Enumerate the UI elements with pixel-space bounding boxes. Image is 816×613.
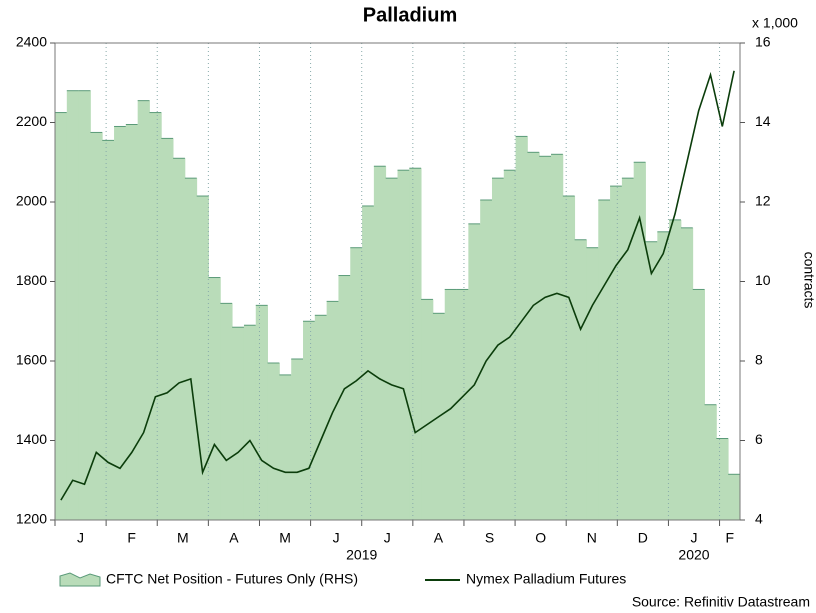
area-step bbox=[208, 277, 221, 520]
area-step bbox=[173, 158, 186, 520]
legend-swatch bbox=[59, 572, 101, 587]
area-step bbox=[680, 227, 694, 520]
y-tick-label: 2000 bbox=[16, 193, 47, 209]
area-step bbox=[362, 205, 375, 520]
x-tick-label: J bbox=[333, 530, 340, 546]
legend-label: CFTC Net Position - Futures Only (RHS) bbox=[106, 571, 358, 587]
y-tick-label: 2400 bbox=[16, 34, 47, 50]
area-step bbox=[350, 247, 363, 520]
x-tick-label: F bbox=[725, 530, 734, 546]
y-tick-label: 1400 bbox=[16, 431, 47, 447]
area-step bbox=[633, 162, 646, 520]
area-step bbox=[279, 374, 292, 520]
area-step bbox=[66, 90, 80, 520]
area-step bbox=[728, 474, 741, 520]
area-step bbox=[491, 178, 505, 520]
area-step bbox=[267, 362, 280, 520]
area-step bbox=[645, 241, 658, 520]
y2-tick-label: 8 bbox=[755, 352, 763, 368]
y-tick-label: 1800 bbox=[16, 272, 47, 288]
area-step bbox=[692, 289, 705, 520]
x-tick-label: M bbox=[279, 530, 291, 546]
area-step bbox=[444, 289, 457, 520]
area-step bbox=[243, 325, 257, 520]
area-step bbox=[385, 178, 398, 520]
x-tick-label: O bbox=[535, 530, 546, 546]
area-step bbox=[527, 152, 540, 520]
x-tick-label: J bbox=[690, 530, 697, 546]
x-tick-label: J bbox=[384, 530, 391, 546]
area-step bbox=[503, 170, 517, 520]
y2-axis-label: contracts bbox=[801, 252, 816, 309]
area-step bbox=[161, 138, 174, 520]
y2-tick-label: 12 bbox=[755, 193, 771, 209]
area-step bbox=[102, 140, 115, 520]
area-step bbox=[314, 315, 328, 520]
x-tick-label: S bbox=[485, 530, 494, 546]
x-tick-label: M bbox=[177, 530, 189, 546]
x-group-label: 2020 bbox=[678, 547, 709, 563]
area-step bbox=[610, 186, 623, 520]
area-step bbox=[373, 166, 387, 520]
y-tick-label: 1600 bbox=[16, 352, 47, 368]
area-step bbox=[468, 223, 481, 521]
x-tick-label: F bbox=[127, 530, 136, 546]
y2-tick-label: 14 bbox=[755, 113, 771, 129]
area-step bbox=[196, 196, 209, 520]
chart-title: Palladium bbox=[363, 4, 457, 26]
area-step bbox=[55, 112, 68, 520]
y2-unit: x 1,000 bbox=[752, 15, 798, 31]
legend-label: Nymex Palladium Futures bbox=[466, 571, 626, 587]
y2-tick-label: 6 bbox=[755, 431, 763, 447]
x-tick-label: A bbox=[434, 530, 444, 546]
area-step bbox=[586, 247, 599, 520]
area-step bbox=[184, 178, 198, 520]
area-step bbox=[598, 200, 611, 520]
area-step bbox=[515, 136, 528, 520]
area-step bbox=[397, 170, 410, 520]
x-group-label: 2019 bbox=[346, 547, 377, 563]
area-step bbox=[232, 327, 245, 520]
x-tick-label: D bbox=[638, 530, 648, 546]
price-line bbox=[60, 70, 735, 501]
area-step bbox=[704, 404, 717, 520]
x-tick-label: N bbox=[587, 530, 597, 546]
area-step bbox=[291, 359, 304, 520]
y2-tick-label: 16 bbox=[755, 34, 771, 50]
area-step bbox=[562, 196, 576, 520]
x-tick-label: J bbox=[77, 530, 84, 546]
area-step bbox=[716, 438, 729, 520]
area-step bbox=[456, 289, 469, 520]
area-step bbox=[421, 299, 434, 520]
area-step bbox=[539, 156, 552, 520]
area-step bbox=[125, 124, 139, 521]
area-step bbox=[669, 219, 682, 520]
area-step bbox=[78, 90, 91, 520]
y2-tick-label: 10 bbox=[755, 272, 771, 288]
x-tick-label: A bbox=[229, 530, 239, 546]
area-step bbox=[303, 321, 316, 520]
area-step bbox=[338, 275, 351, 520]
area-step bbox=[149, 112, 162, 520]
area-step bbox=[114, 126, 127, 520]
area-step bbox=[220, 303, 233, 520]
area-step bbox=[551, 154, 564, 521]
area-step bbox=[621, 178, 635, 520]
area-step bbox=[90, 132, 103, 520]
y-tick-label: 2200 bbox=[16, 113, 47, 129]
area-step bbox=[137, 100, 150, 520]
area-step bbox=[657, 231, 670, 520]
area-step bbox=[255, 305, 268, 520]
area-step bbox=[409, 168, 422, 520]
y-tick-label: 1200 bbox=[16, 511, 47, 527]
y2-tick-label: 4 bbox=[755, 511, 763, 527]
source: Source: Refinitiv Datastream bbox=[632, 594, 810, 610]
area-step bbox=[574, 239, 587, 520]
